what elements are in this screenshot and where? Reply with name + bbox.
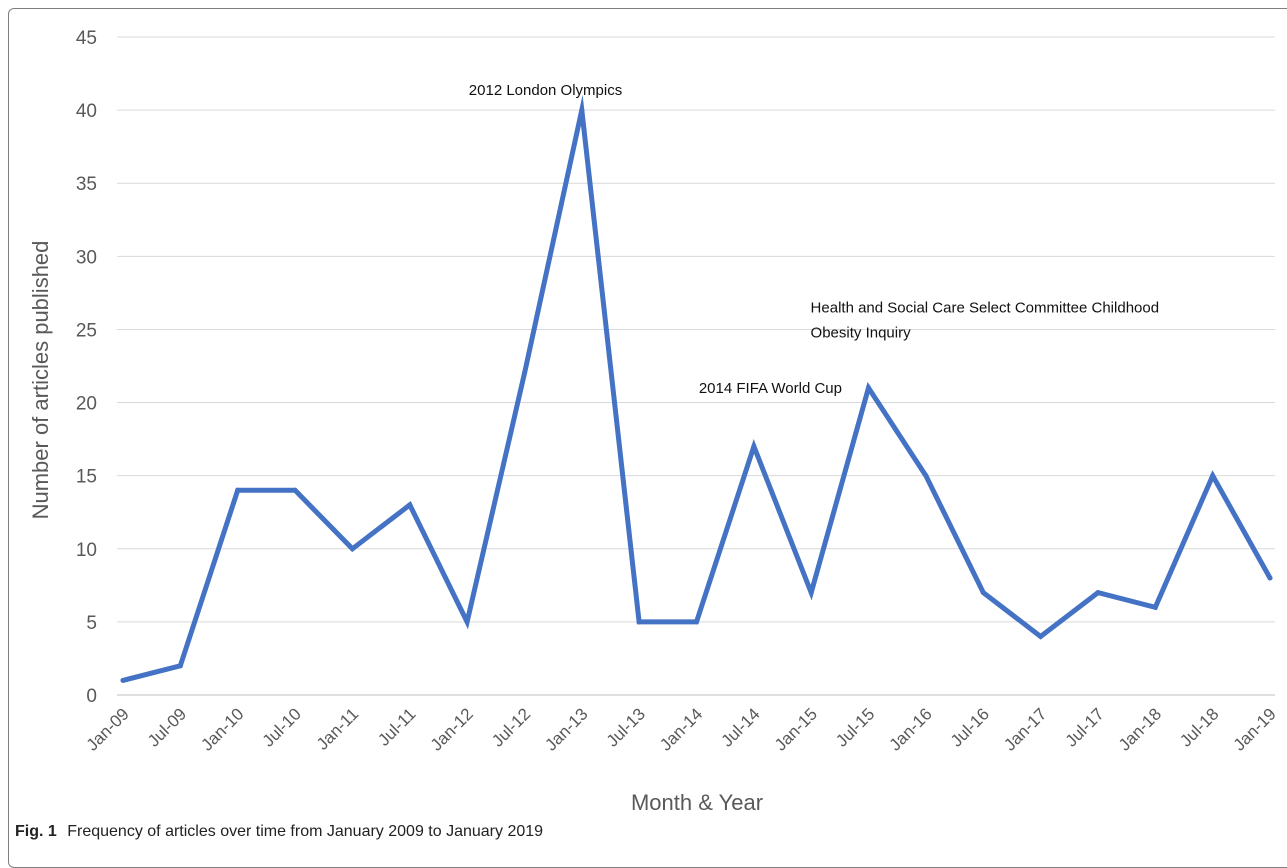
data-point <box>177 663 183 669</box>
data-point <box>1038 634 1044 640</box>
x-tick-label: Jul-18 <box>1176 704 1222 750</box>
x-axis-title: Month & Year <box>631 790 763 815</box>
data-point <box>1210 473 1216 479</box>
data-point <box>235 487 241 493</box>
data-point <box>407 502 413 508</box>
x-tick-label: Jan-14 <box>656 704 706 754</box>
data-point <box>808 590 814 596</box>
y-axis-title: Number of articles published <box>28 241 53 520</box>
line-chart: 0 5 10 15 20 25 30 35 40 45 Jan-09 Jul-09 Jan-10 Jul… <box>28 28 1280 815</box>
x-tick-label: Jan-19 <box>1230 704 1280 754</box>
x-tick-label: Jan-12 <box>427 704 477 754</box>
series-layer <box>120 94 1273 683</box>
x-tick-label: Jan-15 <box>771 704 821 754</box>
data-point <box>636 619 642 625</box>
x-tick-label: Jul-13 <box>603 704 649 750</box>
annotation-label: 2012 London Olympics <box>469 82 622 99</box>
figure-caption: Fig. 1 Frequency of articles over time f… <box>15 823 543 841</box>
x-tick-label: Jul-09 <box>144 704 190 750</box>
figure-caption-text: Frequency of articles over time from Jan… <box>67 823 544 840</box>
annotation-label: Health and Social Care Select Committee … <box>811 300 1160 317</box>
figure-label: Fig. 1 <box>15 823 57 840</box>
data-point <box>579 107 585 113</box>
x-tick-label: Jul-16 <box>947 704 993 750</box>
data-point <box>521 370 527 376</box>
x-tick-label: Jan-16 <box>886 704 936 754</box>
data-point <box>1095 590 1101 596</box>
data-point <box>292 487 298 493</box>
data-point <box>349 546 355 552</box>
data-point <box>694 619 699 625</box>
data-point <box>1152 604 1158 610</box>
x-tick-label: Jan-17 <box>1000 704 1050 754</box>
y-tick-label: 15 <box>76 467 97 488</box>
annotation-label: 2014 FIFA World Cup <box>699 380 842 397</box>
data-point <box>120 677 126 683</box>
y-axis-ticks: 0 5 10 15 20 25 30 35 40 45 <box>76 28 97 707</box>
x-tick-label: Jul-15 <box>832 704 878 750</box>
y-tick-label: 45 <box>76 28 97 49</box>
data-point <box>751 443 757 449</box>
x-tick-label: Jul-14 <box>717 704 763 750</box>
y-tick-label: 20 <box>76 394 97 415</box>
x-tick-label: Jul-11 <box>374 704 419 749</box>
data-point <box>464 619 470 625</box>
x-tick-label: Jul-17 <box>1062 704 1108 750</box>
y-tick-label: 25 <box>76 320 97 341</box>
data-point <box>866 385 872 391</box>
x-tick-label: Jan-09 <box>83 704 133 754</box>
x-axis-ticks: Jan-09 Jul-09 Jan-10 Jul-10 Jan-11 Jul-11 Jan-… <box>83 704 1280 754</box>
data-point <box>923 473 929 479</box>
x-tick-label: Jul-10 <box>259 704 305 750</box>
x-tick-label: Jan-10 <box>197 704 247 754</box>
annotation-label: Obesity Inquiry <box>811 324 912 341</box>
gridlines <box>117 36 1275 696</box>
y-tick-label: 10 <box>76 540 97 561</box>
y-tick-label: 0 <box>86 686 97 707</box>
y-tick-label: 30 <box>76 247 97 268</box>
y-tick-label: 40 <box>76 101 97 122</box>
y-tick-label: 35 <box>76 174 97 195</box>
x-tick-label: Jul-12 <box>488 704 534 750</box>
x-tick-label: Jan-11 <box>313 704 362 753</box>
data-point <box>980 590 986 596</box>
y-tick-label: 5 <box>86 613 97 634</box>
x-tick-label: Jan-13 <box>541 704 591 754</box>
data-point <box>1267 575 1273 581</box>
annotations-layer: 2012 London Olympics 2014 FIFA World Cup H… <box>469 82 1159 397</box>
x-tick-label: Jan-18 <box>1115 704 1165 754</box>
